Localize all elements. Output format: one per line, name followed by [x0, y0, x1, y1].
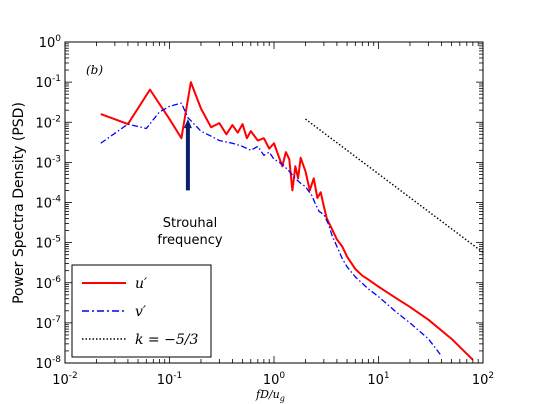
y-tick-label: 10-8 — [35, 355, 61, 372]
annotation-line-2: frequency — [157, 233, 223, 248]
y-tick-label: 10-7 — [35, 315, 61, 332]
plot-area — [64, 41, 484, 364]
x-axis-label-sub: g — [280, 394, 285, 403]
legend: u′ v′ k = −5/3 — [71, 264, 212, 358]
series-line-u_prime — [100, 81, 474, 361]
legend-label-u: u′ — [135, 276, 148, 292]
annotation-layer — [183, 119, 192, 191]
legend-box — [71, 264, 212, 358]
x-tick-label: 101 — [367, 371, 389, 388]
y-tick-label: 100 — [39, 34, 62, 51]
y-tick-label: 10-2 — [35, 114, 61, 131]
y-tick-label: 10-6 — [35, 275, 61, 292]
series-line-v_prime — [100, 102, 442, 357]
y-tick-label: 10-4 — [35, 195, 61, 212]
series-line-slope — [305, 118, 483, 253]
x-tick-label: 100 — [263, 371, 286, 388]
strouhal-annotation: Strouhal frequency — [157, 216, 223, 248]
legend-label-slope: k = −5/3 — [135, 332, 198, 348]
x-axis-label: fD/ug — [255, 388, 285, 403]
y-tick-label: 10-1 — [35, 74, 61, 91]
annotation-arrow-head — [183, 119, 192, 129]
legend-label-v: v′ — [135, 304, 147, 320]
y-tick-label: 10-3 — [35, 154, 61, 171]
y-tick-label: 10-5 — [35, 235, 61, 252]
ticks-layer — [64, 41, 484, 364]
series-layer — [100, 81, 483, 361]
x-tick-label: 102 — [472, 371, 494, 388]
x-axis-label-main: fD/u — [255, 388, 280, 401]
x-tick-label: 10-1 — [157, 371, 183, 388]
x-tick-label: 10-2 — [52, 371, 78, 388]
panel-label: (b) — [86, 63, 103, 77]
y-axis-label: Power Spectra Density (PSD) — [11, 102, 27, 304]
annotation-line-1: Strouhal — [163, 216, 217, 231]
